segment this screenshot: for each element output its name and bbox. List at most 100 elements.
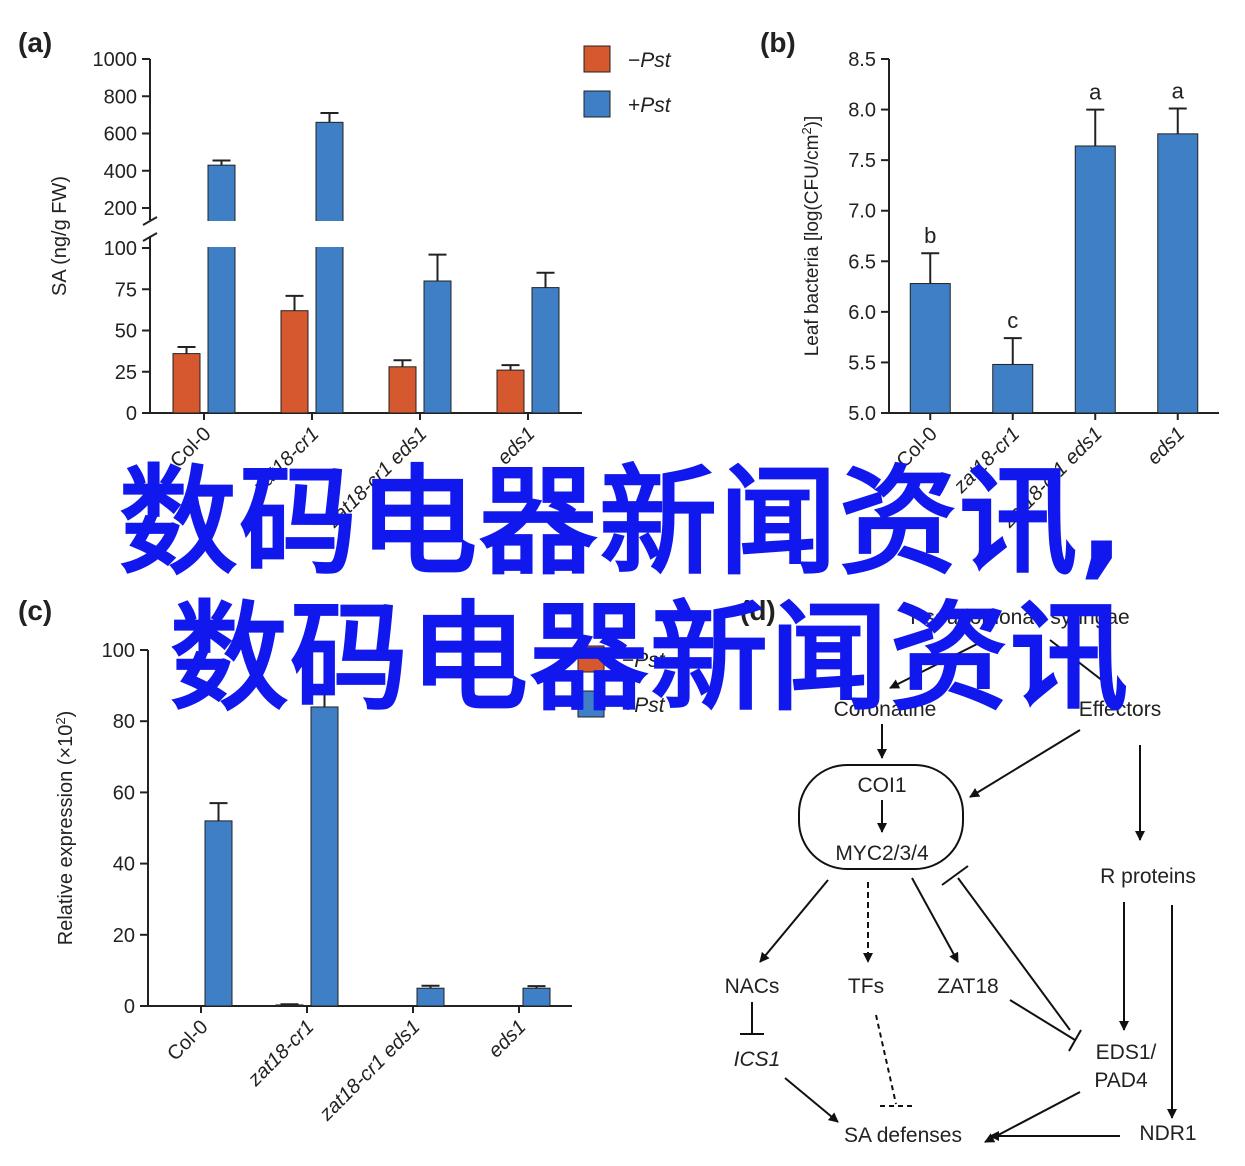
bar xyxy=(1157,133,1199,414)
y-tick-label: 7.0 xyxy=(848,201,876,223)
node-nacs: NACs xyxy=(725,975,780,998)
panel-label-b: (b) xyxy=(760,27,796,58)
significance-letter: b xyxy=(924,223,936,248)
panel-label-a: (a) xyxy=(18,27,52,58)
x-tick-label: Col-0 xyxy=(163,1016,212,1065)
x-tick-label: zat18-cr1 eds1 xyxy=(315,1016,425,1126)
y-tick-label: 1000 xyxy=(93,49,138,71)
signaling-diagram: Pseudomonas syringae Coronatine Effector… xyxy=(725,606,1197,1147)
bar-minus-pst xyxy=(496,369,525,414)
node-r-proteins: R proteins xyxy=(1100,865,1196,888)
bar-minus-pst xyxy=(280,310,309,414)
bar-plus-pst xyxy=(204,820,233,1007)
node-coi1: COI1 xyxy=(857,774,906,797)
bar-break-gap xyxy=(315,221,344,247)
bar xyxy=(992,363,1034,414)
y-tick-label: 5.0 xyxy=(848,403,876,425)
significance-letter: a xyxy=(1089,80,1102,105)
x-tick-label: zat18-cr1 xyxy=(243,1016,318,1091)
y-axis-label: SA (ng/g FW) xyxy=(49,176,71,296)
node-sa-defenses: SA defenses xyxy=(844,1124,962,1147)
node-coronatine: Coronatine xyxy=(834,698,937,721)
inhibit-tfs-sa xyxy=(875,1014,897,1105)
arrow-myc-nacs xyxy=(759,879,829,963)
node-eds1-pad4-line2: PAD4 xyxy=(1094,1069,1148,1092)
inhibit-zat18-eds1 xyxy=(1009,999,1076,1041)
bar-minus-pst xyxy=(169,1005,198,1007)
node-zat18: ZAT18 xyxy=(937,975,998,998)
bar-plus-pst xyxy=(315,121,344,414)
panel-label-d: (d) xyxy=(740,595,776,626)
bar-minus-pst xyxy=(172,353,201,414)
y-axis-label: Relative expression (×102) xyxy=(53,711,78,946)
y-tick-label: 40 xyxy=(113,854,135,876)
arrow-ics1-sa xyxy=(784,1077,839,1123)
inhibit-zat18-eds1-bar xyxy=(1068,1029,1082,1052)
legend-label-minus-pst: −Pst xyxy=(628,49,672,72)
y-tick-label: 6.5 xyxy=(848,251,876,273)
x-tick-label: eds1 xyxy=(484,1016,530,1062)
y-tick-label: 0 xyxy=(124,996,135,1018)
bar-plus-pst xyxy=(522,987,551,1007)
bar xyxy=(1074,145,1116,414)
legend-swatch-plus-pst xyxy=(577,690,605,718)
bar-plus-pst xyxy=(207,164,236,414)
y-tick-label: 100 xyxy=(102,640,135,662)
node-eds1-pad4-line1: EDS1/ xyxy=(1096,1041,1157,1064)
legend-swatch-minus-pst xyxy=(577,645,605,673)
axis-break-mark-2 xyxy=(142,216,158,226)
y-tick-label: 25 xyxy=(115,362,137,384)
bar-break-gap xyxy=(207,221,236,247)
bar-minus-pst xyxy=(388,366,417,414)
bar-plus-pst xyxy=(423,280,452,414)
y-tick-label: 7.5 xyxy=(848,150,876,172)
y-tick-label: 0 xyxy=(126,403,137,425)
y-tick-label: 75 xyxy=(115,279,137,301)
bar-plus-pst xyxy=(416,987,445,1007)
y-axis-label: Leaf bacteria [log(CFU/cm2)] xyxy=(799,116,824,357)
node-tfs: TFs xyxy=(848,975,884,998)
bar-minus-pst xyxy=(381,1005,410,1007)
y-tick-label: 200 xyxy=(104,198,137,220)
y-tick-label: 80 xyxy=(113,711,135,733)
y-tick-label: 20 xyxy=(113,925,135,947)
significance-letter: a xyxy=(1172,79,1185,104)
bar-minus-pst xyxy=(487,1005,516,1007)
arrow-pst-coronatine xyxy=(889,639,986,689)
y-tick-label: 400 xyxy=(104,161,137,183)
significance-letter: c xyxy=(1007,308,1018,333)
arrow-pst-effectors xyxy=(1049,639,1113,689)
y-tick-label: 100 xyxy=(104,238,137,260)
coi1-myc-complex xyxy=(798,764,964,870)
node-myc: MYC2/3/4 xyxy=(835,842,929,865)
y-tick-label: 6.0 xyxy=(848,302,876,324)
arrow-effectors-coi1 xyxy=(969,729,1081,798)
legend-swatch-plus-pst xyxy=(583,90,611,118)
watermark-line-2: 数码电器新闻资讯 xyxy=(169,589,1130,727)
y-tick-label: 800 xyxy=(104,86,137,108)
bar xyxy=(909,283,951,414)
node-ics1: ICS1 xyxy=(734,1048,781,1071)
bar-plus-pst xyxy=(310,706,339,1007)
legend-label-plus-pst: +Pst xyxy=(628,94,672,117)
legend-label-minus-pst: −Pst xyxy=(622,649,666,672)
node-ndr1: NDR1 xyxy=(1139,1122,1196,1145)
arrow-eds1-sa xyxy=(984,1091,1081,1143)
arrow-myc-zat18 xyxy=(911,877,959,963)
panel-label-c: (c) xyxy=(18,595,52,626)
y-tick-label: 600 xyxy=(104,124,137,146)
y-tick-label: 8.0 xyxy=(848,100,876,122)
y-tick-label: 60 xyxy=(113,782,135,804)
axis-break-mark-1 xyxy=(142,232,158,242)
legend-swatch-minus-pst xyxy=(583,45,611,73)
bar-plus-pst xyxy=(531,287,560,414)
y-tick-label: 50 xyxy=(115,321,137,343)
y-tick-label: 5.5 xyxy=(848,352,876,374)
node-pseudomonas: Pseudomonas syringae xyxy=(910,606,1129,629)
inhibit-eds1-myc xyxy=(957,877,1071,1031)
node-effectors: Effectors xyxy=(1079,698,1161,721)
watermark-line-1: 数码电器新闻资讯, xyxy=(119,453,1126,591)
inhibit-eds1-myc-bar xyxy=(941,865,969,886)
